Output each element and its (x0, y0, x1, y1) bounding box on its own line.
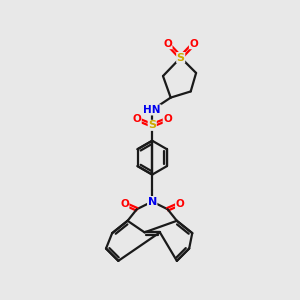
Text: S: S (148, 120, 156, 130)
Text: O: O (132, 114, 141, 124)
Text: O: O (176, 199, 184, 209)
Text: N: N (148, 196, 157, 206)
Text: O: O (163, 39, 172, 49)
Text: O: O (163, 114, 172, 124)
Text: O: O (120, 199, 129, 209)
Text: HN: HN (143, 105, 161, 115)
Text: O: O (189, 39, 198, 49)
Text: S: S (177, 52, 185, 63)
